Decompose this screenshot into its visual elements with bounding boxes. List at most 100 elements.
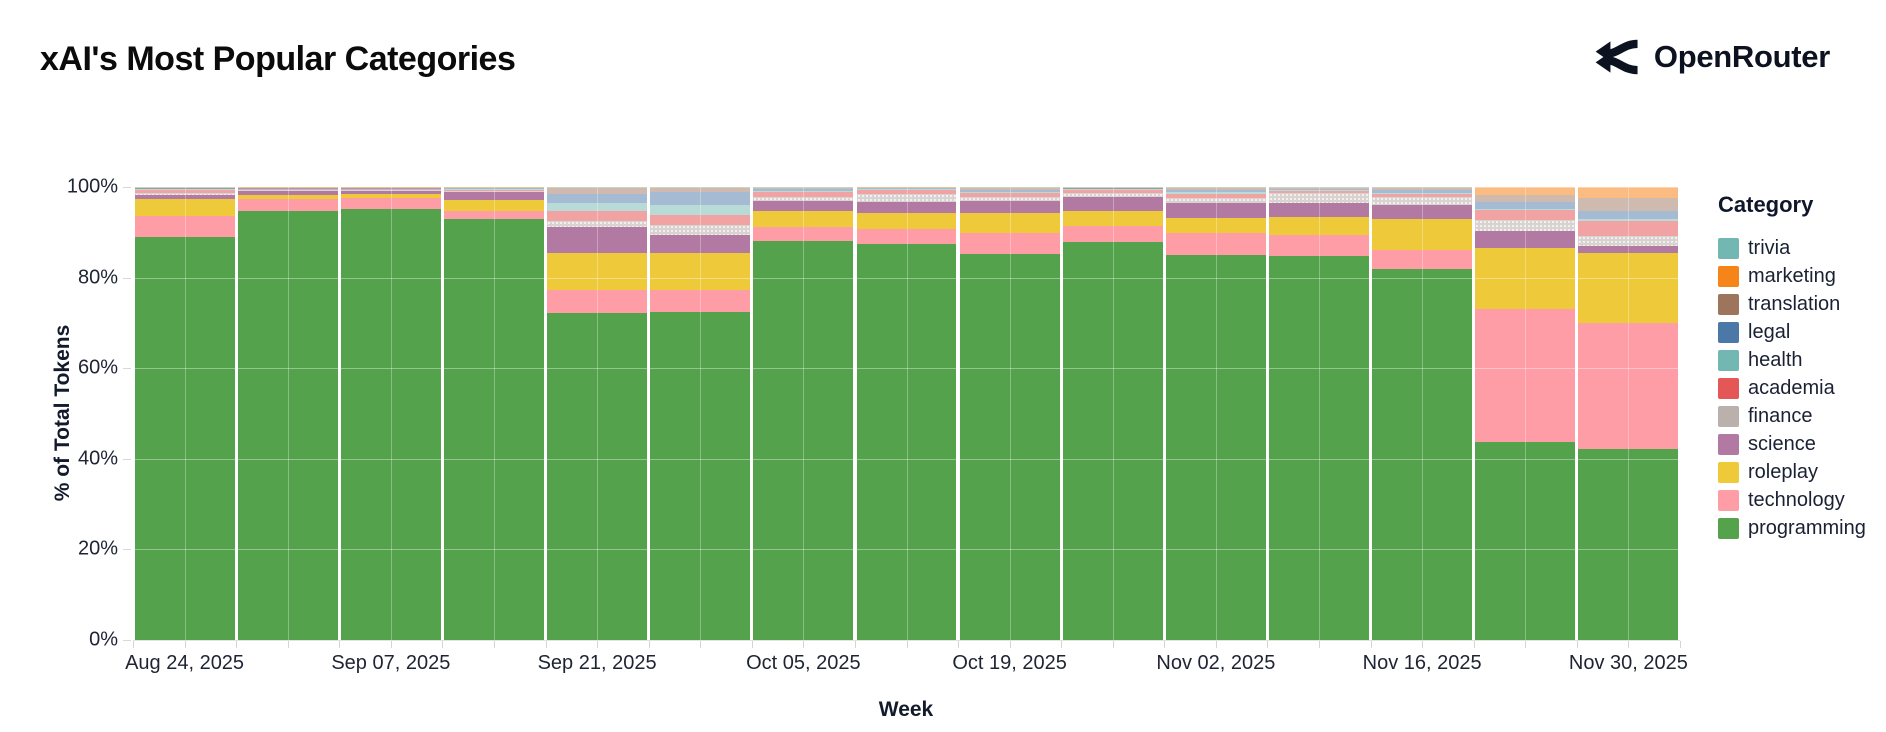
bar-segment-roleplay[interactable] [650, 253, 751, 290]
bar-segment-programming[interactable] [1475, 441, 1576, 640]
bar-week-sep-21-2025[interactable] [547, 187, 648, 640]
bar-segment-translation[interactable] [959, 188, 1060, 191]
bar-segment-technology[interactable] [1578, 322, 1679, 449]
bar-segment-academia[interactable] [1165, 193, 1266, 199]
bar-segment-roleplay[interactable] [547, 253, 648, 290]
bar-segment-technology[interactable] [237, 199, 338, 212]
bar-segment-science[interactable] [856, 201, 957, 213]
bar-segment-translation[interactable] [547, 187, 648, 195]
bar-segment-technology[interactable] [134, 215, 235, 238]
bar-segment-health[interactable] [959, 192, 1060, 194]
bar-segment-academia[interactable] [959, 193, 1060, 197]
legend-item-trivia[interactable]: trivia [1718, 234, 1866, 262]
bar-week-oct-05-2025[interactable] [753, 187, 854, 640]
bar-segment-translation[interactable] [650, 187, 751, 192]
bar-segment-marketing[interactable] [1475, 187, 1576, 195]
bar-segment-marketing[interactable] [959, 187, 1060, 189]
bar-segment-finance[interactable] [959, 196, 1060, 202]
legend-item-roleplay[interactable]: roleplay [1718, 458, 1866, 486]
legend-item-academia[interactable]: academia [1718, 374, 1866, 402]
bar-segment-finance[interactable] [1165, 198, 1266, 203]
bar-segment-health[interactable] [650, 205, 751, 216]
bar-segment-finance[interactable] [1372, 196, 1473, 206]
bar-segment-marketing[interactable] [1165, 187, 1266, 189]
bar-segment-roleplay[interactable] [959, 213, 1060, 234]
bar-segment-technology[interactable] [753, 226, 854, 242]
bar-segment-programming[interactable] [1372, 268, 1473, 640]
bar-segment-science[interactable] [1062, 197, 1163, 212]
bar-segment-science[interactable] [134, 195, 235, 200]
bar-segment-technology[interactable] [1372, 249, 1473, 269]
bar-segment-health[interactable] [856, 189, 957, 191]
bar-week-nov-02-2025[interactable] [1165, 187, 1266, 640]
bar-segment-academia[interactable] [237, 188, 338, 191]
bar-segment-programming[interactable] [444, 219, 544, 640]
bar-segment-roleplay[interactable] [340, 193, 441, 199]
bar-segment-academia[interactable] [444, 189, 544, 192]
bar-segment-finance[interactable] [340, 189, 441, 191]
bar-segment-programming[interactable] [753, 241, 854, 640]
bar-segment-finance[interactable] [1269, 193, 1369, 203]
bar-segment-roleplay[interactable] [753, 211, 854, 227]
bar-segment-health[interactable] [1372, 192, 1473, 194]
legend-item-translation[interactable]: translation [1718, 290, 1866, 318]
bar-segment-academia[interactable] [650, 215, 751, 226]
bar-segment-programming[interactable] [1578, 448, 1679, 640]
bar-segment-academia[interactable] [1475, 209, 1576, 220]
bar-segment-academia[interactable] [547, 211, 648, 221]
legend-item-programming[interactable]: programming [1718, 514, 1866, 542]
bar-segment-legal[interactable] [1165, 189, 1266, 192]
bar-segment-programming[interactable] [856, 243, 957, 640]
bar-segment-finance[interactable] [547, 221, 648, 228]
bar-segment-technology[interactable] [1062, 225, 1163, 243]
bar-segment-programming[interactable] [1165, 254, 1266, 640]
bar-segment-legal[interactable] [1372, 190, 1473, 193]
bar-segment-legal[interactable] [1578, 210, 1679, 220]
bar-segment-science[interactable] [650, 235, 751, 254]
bar-segment-academia[interactable] [753, 192, 854, 197]
bar-segment-finance[interactable] [444, 191, 544, 193]
bar-segment-science[interactable] [959, 201, 1060, 214]
bar-segment-health[interactable] [1578, 219, 1679, 222]
bar-segment-technology[interactable] [340, 198, 441, 210]
legend-item-legal[interactable]: legal [1718, 318, 1866, 346]
bar-segment-roleplay[interactable] [1269, 216, 1369, 236]
bar-week-aug-24-2025[interactable] [134, 187, 235, 640]
bar-segment-programming[interactable] [340, 209, 441, 640]
bar-segment-technology[interactable] [650, 289, 751, 312]
bar-segment-finance[interactable] [650, 225, 751, 236]
bar-segment-legal[interactable] [1269, 188, 1369, 190]
legend-item-health[interactable]: health [1718, 346, 1866, 374]
bar-segment-technology[interactable] [1475, 308, 1576, 442]
bar-week-nov-16-2025[interactable] [1372, 187, 1473, 640]
bar-segment-roleplay[interactable] [1062, 211, 1163, 226]
bar-segment-science[interactable] [547, 227, 648, 254]
bar-segment-translation[interactable] [753, 187, 854, 190]
bar-segment-finance[interactable] [237, 190, 338, 192]
bar-segment-roleplay[interactable] [1578, 252, 1679, 323]
bar-segment-roleplay[interactable] [1475, 248, 1576, 309]
bar-week-sep-28-2025[interactable] [650, 187, 751, 640]
bar-segment-science[interactable] [1269, 202, 1369, 217]
bar-segment-academia[interactable] [1578, 221, 1679, 236]
bar-segment-programming[interactable] [134, 237, 235, 640]
bar-segment-technology[interactable] [1165, 233, 1266, 255]
bar-segment-academia[interactable] [134, 189, 235, 193]
openrouter-brand[interactable]: OpenRouter [1594, 34, 1830, 80]
bar-segment-technology[interactable] [856, 229, 957, 244]
bar-segment-legal[interactable] [753, 189, 854, 191]
bar-segment-finance[interactable] [1062, 193, 1163, 198]
bar-week-sep-14-2025[interactable] [444, 187, 544, 640]
bar-segment-technology[interactable] [547, 289, 648, 313]
bar-week-nov-23-2025[interactable] [1475, 187, 1576, 640]
bar-segment-legal[interactable] [650, 191, 751, 206]
bar-segment-programming[interactable] [237, 211, 338, 640]
bar-segment-finance[interactable] [856, 194, 957, 202]
bar-segment-technology[interactable] [959, 233, 1060, 255]
bar-segment-health[interactable] [1269, 189, 1369, 192]
bar-segment-roleplay[interactable] [856, 212, 957, 230]
bar-segment-translation[interactable] [1578, 197, 1679, 211]
bar-segment-health[interactable] [1062, 188, 1163, 191]
bar-segment-programming[interactable] [650, 311, 751, 640]
bar-segment-legal[interactable] [959, 190, 1060, 192]
